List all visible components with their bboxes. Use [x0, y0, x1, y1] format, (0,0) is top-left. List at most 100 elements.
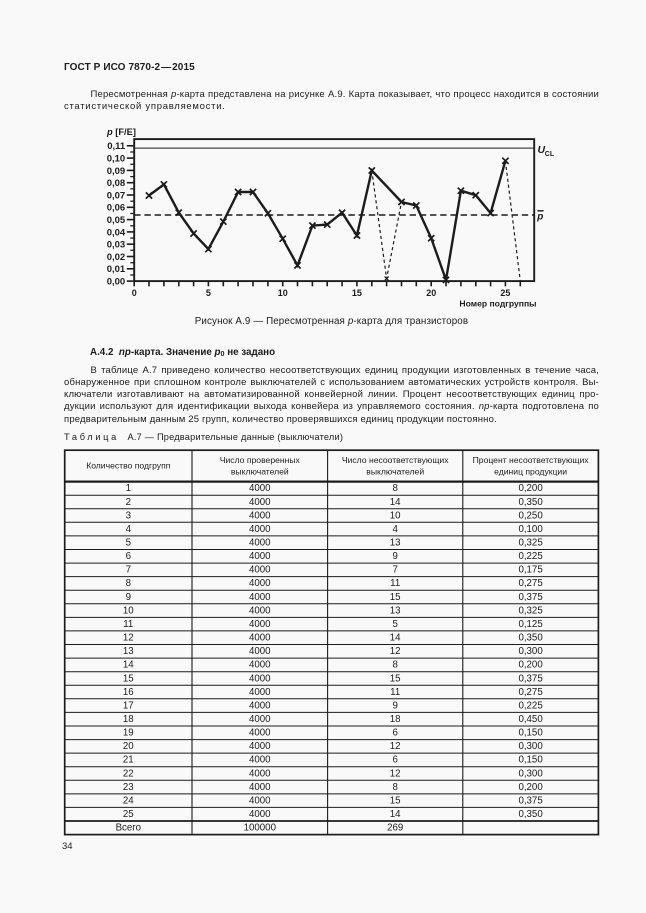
svg-text:12: 12: [390, 768, 401, 779]
svg-text:15: 15: [123, 673, 134, 684]
svg-text:14: 14: [123, 660, 134, 671]
svg-text:Количество подгрупп: Количество подгрупп: [86, 460, 171, 470]
svg-text:20: 20: [426, 288, 436, 298]
svg-text:22: 22: [123, 768, 134, 779]
svg-text:7: 7: [126, 565, 131, 576]
svg-text:0,02: 0,02: [107, 252, 126, 263]
svg-text:4000: 4000: [249, 592, 271, 603]
svg-text:0,175: 0,175: [518, 565, 542, 576]
svg-text:17: 17: [123, 700, 134, 711]
svg-text:11: 11: [123, 619, 133, 630]
svg-text:6: 6: [126, 551, 131, 562]
svg-text:0,250: 0,250: [518, 510, 543, 521]
svg-text:4000: 4000: [249, 619, 271, 630]
svg-text:Число несоответствующих: Число несоответствующих: [342, 455, 449, 465]
svg-text:4000: 4000: [249, 524, 271, 535]
svg-text:выключателей: выключателей: [231, 467, 289, 477]
svg-text:13: 13: [390, 605, 401, 616]
svg-text:4000: 4000: [249, 483, 271, 494]
svg-text:0,325: 0,325: [518, 605, 542, 616]
svg-text:Число проверенных: Число проверенных: [220, 455, 301, 465]
svg-text:0,300: 0,300: [518, 646, 543, 657]
svg-text:0,06: 0,06: [107, 203, 126, 214]
svg-text:0,350: 0,350: [518, 809, 543, 820]
svg-text:15: 15: [390, 592, 401, 603]
svg-text:15: 15: [390, 796, 401, 807]
svg-text:0,07: 0,07: [107, 190, 126, 201]
svg-text:0,300: 0,300: [518, 768, 543, 779]
svg-text:0,300: 0,300: [518, 741, 543, 752]
svg-text:выключателей: выключателей: [366, 467, 424, 477]
svg-text:14: 14: [390, 809, 401, 820]
svg-text:18: 18: [390, 714, 401, 725]
svg-text:0,05: 0,05: [107, 215, 126, 226]
svg-text:5: 5: [126, 538, 131, 549]
svg-text:4000: 4000: [249, 633, 271, 644]
svg-text:4: 4: [393, 524, 399, 535]
svg-text:4000: 4000: [249, 782, 271, 793]
svg-text:0,350: 0,350: [518, 633, 543, 644]
svg-text:0,275: 0,275: [518, 687, 542, 698]
svg-text:0,08: 0,08: [107, 178, 126, 189]
svg-text:0,350: 0,350: [518, 497, 543, 508]
svg-text:4000: 4000: [249, 510, 271, 521]
svg-text:4000: 4000: [249, 538, 271, 549]
svg-text:5: 5: [206, 288, 211, 298]
svg-text:0,375: 0,375: [518, 796, 542, 807]
svg-text:25: 25: [123, 809, 134, 820]
svg-text:15: 15: [352, 288, 362, 298]
svg-text:4000: 4000: [249, 796, 271, 807]
svg-text:0,10: 0,10: [107, 154, 126, 165]
svg-text:15: 15: [390, 673, 401, 684]
svg-text:100000: 100000: [244, 823, 277, 834]
svg-text:16: 16: [123, 687, 134, 698]
svg-text:8: 8: [393, 483, 398, 494]
svg-text:4000: 4000: [249, 565, 271, 576]
svg-text:3: 3: [126, 510, 131, 521]
svg-text:4000: 4000: [249, 578, 271, 589]
svg-text:5: 5: [393, 619, 398, 630]
svg-text:4000: 4000: [249, 700, 271, 711]
svg-text:p [F/E]: p [F/E]: [106, 127, 136, 137]
svg-text:18: 18: [123, 714, 134, 725]
svg-text:4000: 4000: [249, 714, 271, 725]
svg-text:23: 23: [123, 782, 134, 793]
svg-text:10: 10: [390, 510, 401, 521]
svg-text:U: U: [538, 144, 546, 156]
svg-text:19: 19: [123, 728, 134, 739]
svg-text:11: 11: [390, 578, 400, 589]
svg-text:0,125: 0,125: [518, 619, 542, 630]
svg-text:13: 13: [123, 646, 134, 657]
svg-text:10: 10: [123, 605, 134, 616]
svg-text:13: 13: [390, 538, 401, 549]
svg-text:4000: 4000: [249, 497, 271, 508]
svg-text:0,200: 0,200: [518, 660, 543, 671]
svg-text:2: 2: [126, 497, 131, 508]
svg-text:p: p: [536, 212, 543, 223]
svg-text:25: 25: [500, 288, 510, 298]
svg-text:8: 8: [393, 660, 398, 671]
svg-text:4000: 4000: [249, 687, 271, 698]
svg-text:0,150: 0,150: [518, 728, 543, 739]
svg-text:1: 1: [126, 483, 131, 494]
svg-text:0,325: 0,325: [518, 538, 542, 549]
svg-text:4000: 4000: [249, 809, 271, 820]
svg-text:4000: 4000: [249, 605, 271, 616]
svg-text:6: 6: [393, 728, 398, 739]
svg-text:0,275: 0,275: [518, 578, 542, 589]
svg-text:11: 11: [390, 687, 400, 698]
svg-text:0,200: 0,200: [518, 483, 543, 494]
svg-text:0,375: 0,375: [518, 592, 542, 603]
svg-text:14: 14: [390, 497, 401, 508]
svg-text:4000: 4000: [249, 660, 271, 671]
svg-text:9: 9: [393, 700, 398, 711]
svg-text:0,04: 0,04: [107, 227, 126, 238]
svg-text:CL: CL: [545, 151, 555, 158]
svg-text:4000: 4000: [249, 646, 271, 657]
svg-text:4000: 4000: [249, 728, 271, 739]
svg-text:единиц продукции: единиц продукции: [494, 467, 567, 477]
svg-text:0,100: 0,100: [518, 524, 543, 535]
svg-text:24: 24: [123, 796, 134, 807]
svg-text:4000: 4000: [249, 673, 271, 684]
svg-text:9: 9: [393, 551, 398, 562]
